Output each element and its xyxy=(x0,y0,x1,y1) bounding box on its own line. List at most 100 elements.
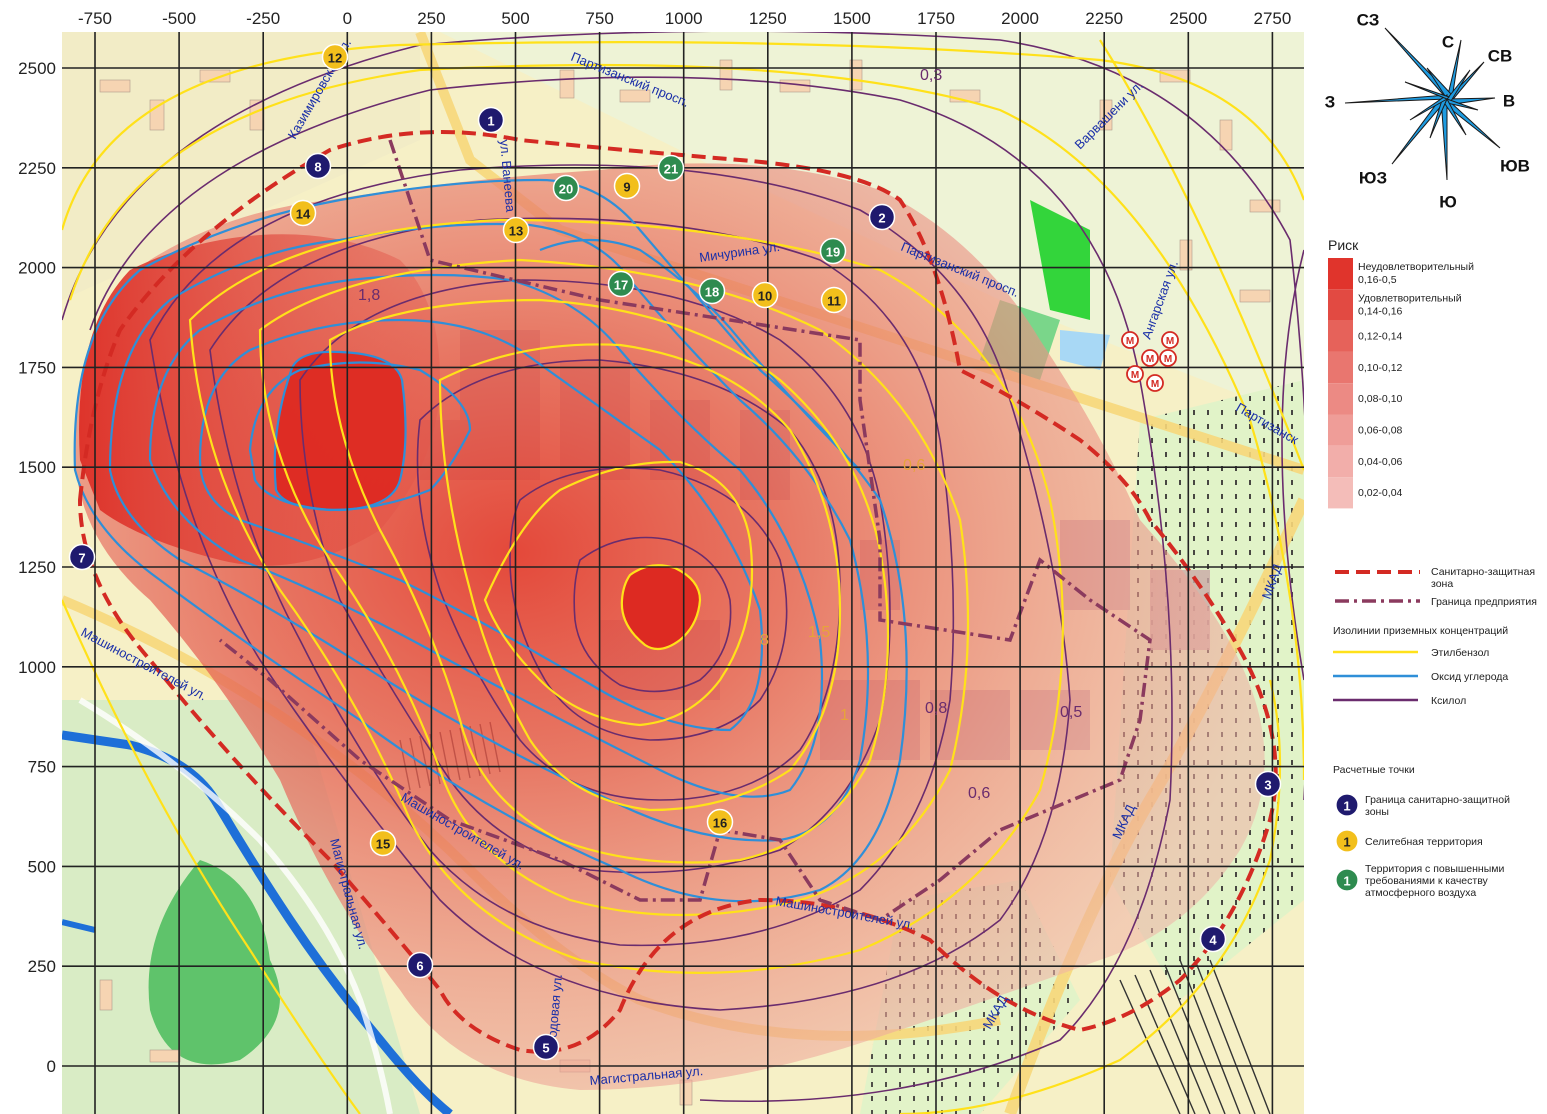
y-tick-label: 500 xyxy=(28,857,56,876)
isolines-ethylbenzene xyxy=(62,39,1304,1114)
x-tick-label: 750 xyxy=(585,9,613,28)
isoline-value: 0,5 xyxy=(1060,704,1082,721)
river xyxy=(62,919,96,933)
calculation-point-3[interactable]: 3 xyxy=(1254,770,1282,798)
x-tick-label: 2000 xyxy=(1001,9,1039,28)
svg-text:Селитебная территория: Селитебная территория xyxy=(1365,836,1483,848)
pond xyxy=(1060,330,1110,370)
calculation-point-11[interactable]: 11 xyxy=(820,286,848,314)
calculation-point-10[interactable]: 10 xyxy=(751,281,779,309)
coordinate-grid xyxy=(62,32,1304,1114)
isoline-value: 1,8 xyxy=(358,287,380,304)
x-tick-label: 250 xyxy=(417,9,445,28)
isoline-value-labels: 1,5 1 0,8 0,5 0,6 0,3 1,8 0,6 8 xyxy=(358,67,1082,802)
isoline-value: 0,3 xyxy=(920,67,942,84)
metro-icon: М xyxy=(1121,331,1139,349)
point-type-legend-item: 1 Территория с повышенными требованиями к … xyxy=(1335,863,1504,899)
x-tick-label: 2750 xyxy=(1253,9,1291,28)
risk-class-item: 0,12-0,14 xyxy=(1328,320,1403,352)
calculation-point-20[interactable]: 20 xyxy=(552,174,580,202)
points-legend-title: Расчетные точки xyxy=(1333,764,1415,776)
svg-text:0,02-0,04: 0,02-0,04 xyxy=(1358,487,1403,499)
svg-text:М: М xyxy=(1131,370,1139,381)
svg-text:15: 15 xyxy=(376,837,390,852)
svg-text:14: 14 xyxy=(296,207,311,222)
calculation-point-1[interactable]: 1 xyxy=(477,106,505,134)
x-tick-label: 1250 xyxy=(749,9,787,28)
calculation-point-18[interactable]: 18 xyxy=(698,277,726,305)
svg-text:0,06-0,08: 0,06-0,08 xyxy=(1358,425,1403,437)
x-tick-label: 0 xyxy=(343,9,352,28)
metro-icon: М xyxy=(1161,331,1179,349)
y-tick-label: 1250 xyxy=(18,558,56,577)
calculation-point-13[interactable]: 13 xyxy=(502,216,530,244)
calculation-point-12[interactable]: 12 xyxy=(321,43,349,71)
svg-text:Неудовлетворительный: Неудовлетворительный xyxy=(1358,261,1474,273)
x-tick-label: -250 xyxy=(246,9,280,28)
svg-text:17: 17 xyxy=(614,278,628,293)
compass-ray-wnw xyxy=(1404,81,1450,100)
calculation-point-14[interactable]: 14 xyxy=(289,199,317,227)
compass-label-sw: ЮЗ xyxy=(1359,169,1387,188)
calculation-point-17[interactable]: 17 xyxy=(607,270,635,298)
calculation-point-6[interactable]: 6 xyxy=(406,951,434,979)
metro-icon: М xyxy=(1159,349,1177,367)
calculation-point-8[interactable]: 8 xyxy=(304,152,332,180)
sanitary-zone-boundary xyxy=(77,130,1278,1054)
risk-class-item: 0,08-0,10 xyxy=(1328,383,1403,415)
y-tick-label: 750 xyxy=(28,758,56,777)
road xyxy=(78,697,393,1114)
calculation-point-9[interactable]: 9 xyxy=(613,172,641,200)
svg-text:Ксилол: Ксилол xyxy=(1431,695,1466,707)
calculation-point-16[interactable]: 16 xyxy=(706,808,734,836)
svg-text:9: 9 xyxy=(623,180,630,195)
y-tick-label: 1500 xyxy=(18,458,56,477)
point-type-legend-item: 1 Селитебная территория xyxy=(1335,829,1483,853)
y-tick-label: 1750 xyxy=(18,358,56,377)
metro-icon: М xyxy=(1126,365,1144,383)
x-axis-labels: -750 -500 -250 0 250 500 750 1000 1250 1500 1750 20… xyxy=(78,9,1291,28)
compass-label-ne: СВ xyxy=(1488,47,1513,66)
risk-class-item: 0,04-0,06 xyxy=(1328,445,1403,478)
calculation-point-2[interactable]: 2 xyxy=(868,203,896,231)
calculation-point-7[interactable]: 7 xyxy=(68,543,96,571)
y-tick-label: 0 xyxy=(47,1057,56,1076)
szz-legend-label: Санитарно-защитная зона xyxy=(1431,566,1535,590)
calculation-point-5[interactable]: 5 xyxy=(532,1033,560,1061)
calculation-point-15[interactable]: 15 xyxy=(369,829,397,857)
svg-text:0,04-0,06: 0,04-0,06 xyxy=(1358,456,1403,468)
isolines-legend-title: Изолинии приземных концентраций xyxy=(1333,625,1508,637)
compass-label-w: З xyxy=(1325,93,1336,112)
svg-text:7: 7 xyxy=(78,551,85,566)
svg-text:М: М xyxy=(1126,336,1134,347)
risk-class-item: 0,02-0,04 xyxy=(1328,477,1403,509)
enterprise-legend-label: Граница предприятия xyxy=(1431,596,1537,608)
calculation-point-21[interactable]: 21 xyxy=(657,154,685,182)
map-area[interactable]: Партизанский просп.Партизанский просп.Ми… xyxy=(62,31,1310,1114)
isoline-value: 0,6 xyxy=(968,785,990,802)
svg-text:0,08-0,10: 0,08-0,10 xyxy=(1358,393,1403,405)
compass-label-nw: СЗ xyxy=(1357,11,1380,30)
x-tick-label: -500 xyxy=(162,9,196,28)
svg-text:6: 6 xyxy=(416,959,423,974)
svg-text:1: 1 xyxy=(1343,874,1350,889)
y-tick-label: 2500 xyxy=(18,59,56,78)
compass-label-e: В xyxy=(1503,92,1515,111)
svg-text:Удовлетворительный: Удовлетворительный xyxy=(1358,292,1462,304)
calculation-point-19[interactable]: 19 xyxy=(819,237,847,265)
svg-text:0,12-0,14: 0,12-0,14 xyxy=(1358,331,1403,343)
risk-zone-max xyxy=(621,565,700,649)
compass-ray-sw xyxy=(1391,94,1448,165)
svg-text:21: 21 xyxy=(664,162,678,177)
x-tick-label: -750 xyxy=(78,9,112,28)
svg-text:0,16-0,5: 0,16-0,5 xyxy=(1358,274,1397,286)
svg-text:М: М xyxy=(1164,354,1172,365)
risk-zone-max xyxy=(274,351,406,510)
svg-text:20: 20 xyxy=(559,182,573,197)
calculation-point-4[interactable]: 4 xyxy=(1199,925,1227,953)
